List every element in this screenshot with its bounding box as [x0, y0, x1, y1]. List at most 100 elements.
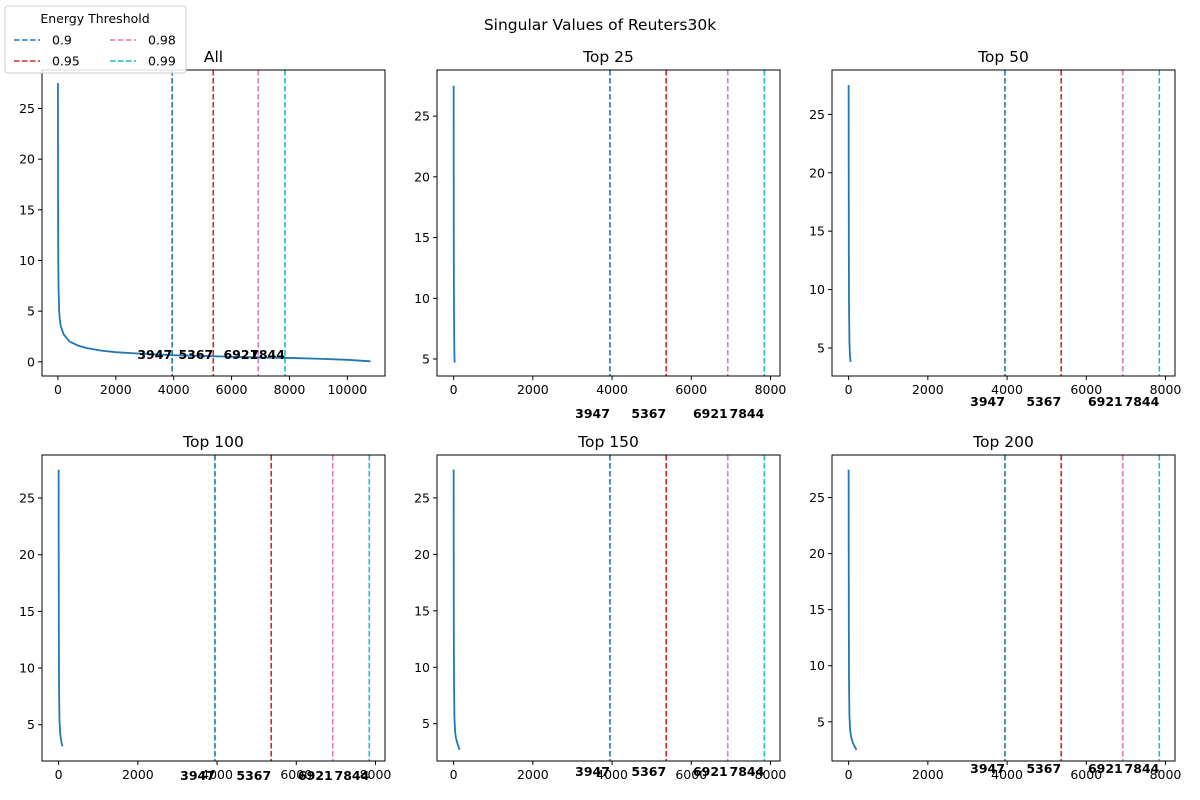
threshold-label: 7844: [1125, 761, 1160, 776]
x-tick-label: 6000: [675, 767, 707, 782]
x-tick-label: 0: [845, 382, 853, 397]
y-tick-label: 5: [817, 714, 825, 729]
legend: Energy Threshold 0.9 0.95 0.98 0.99: [4, 5, 187, 74]
axes-frame: [41, 454, 386, 762]
legend-label: 0.9: [52, 33, 72, 48]
axes-frame: [831, 69, 1176, 377]
y-tick-label: 25: [414, 490, 430, 505]
y-tick-label: 5: [817, 340, 825, 355]
y-tick-label: 20: [19, 152, 35, 167]
singular-value-line: [847, 469, 858, 751]
x-tick-label: 4000: [201, 767, 233, 782]
threshold-label: 6921: [223, 347, 258, 362]
threshold-label: 6921: [693, 406, 728, 421]
singular-value-line: [847, 85, 852, 363]
y-tick-label: 10: [19, 253, 35, 268]
subplot-title: Top 50: [977, 48, 1029, 66]
threshold-label: 6921: [693, 764, 728, 779]
subplot-title: All: [204, 48, 223, 66]
x-tick-label: 4000: [596, 382, 628, 397]
legend-entry: 0.98: [110, 33, 176, 48]
y-tick-label: 10: [809, 282, 825, 297]
threshold-label: 6921: [298, 768, 333, 783]
x-tick-label: 6000: [1070, 767, 1102, 782]
x-tick-label: 2000: [912, 767, 944, 782]
y-tick-label: 25: [19, 101, 35, 116]
y-tick-label: 15: [809, 224, 825, 239]
x-tick-label: 4000: [991, 382, 1023, 397]
subplot-title: Top 25: [582, 48, 634, 66]
y-tick-label: 10: [414, 291, 430, 306]
y-tick-label: 10: [19, 661, 35, 676]
subplot-6: Top 200 3947 5367 6921 7844 0 2000 4000 6000 8000…: [809, 433, 1181, 782]
y-tick-label: 20: [414, 169, 430, 184]
y-tick-label: 15: [19, 604, 35, 619]
y-tick-label: 20: [414, 547, 430, 562]
y-tick-label: 20: [19, 547, 35, 562]
y-tick-label: 15: [19, 202, 35, 217]
y-tick-label: 10: [414, 660, 430, 675]
x-tick-label: 2000: [122, 767, 154, 782]
legend-frame: [4, 5, 187, 74]
x-tick-label: 2000: [517, 382, 549, 397]
threshold-label: 6921: [1088, 761, 1123, 776]
x-tick-label: 8000: [274, 382, 306, 397]
subplot-5: Top 150 3947 5367 6921 7844 0 2000 4000 6000 8000…: [414, 433, 786, 782]
x-tick-label: 2000: [100, 382, 132, 397]
y-tick-label: 20: [809, 546, 825, 561]
y-tick-label: 0: [27, 354, 35, 369]
y-tick-label: 5: [27, 304, 35, 319]
threshold-label: 6921: [1088, 394, 1123, 409]
x-tick-label: 0: [845, 767, 853, 782]
x-tick-label: 6000: [1070, 382, 1102, 397]
threshold-label: 7844: [730, 406, 765, 421]
singular-value-line: [57, 83, 371, 363]
x-tick-label: 6000: [216, 382, 248, 397]
threshold-label: 7844: [335, 768, 370, 783]
axes-frame: [831, 454, 1176, 762]
y-tick-label: 5: [422, 352, 430, 367]
threshold-label: 7844: [730, 764, 765, 779]
legend-label: 0.99: [148, 54, 176, 69]
threshold-label: 7844: [1125, 394, 1160, 409]
x-tick-label: 10000: [327, 382, 367, 397]
subplot-2: Top 25 3947 5367 6921 7844 0 2000 4000 6000 8000 5…: [414, 48, 786, 421]
threshold-label: 5367: [1026, 394, 1061, 409]
subplot-3: Top 50 3947 5367 6921 7844 0 2000 4000 6000 8000 5…: [809, 48, 1181, 409]
x-tick-label: 2000: [912, 382, 944, 397]
threshold-label: 5367: [236, 768, 271, 783]
axes-frame: [41, 69, 386, 377]
y-tick-label: 25: [809, 107, 825, 122]
figure-title: Singular Values of Reuters30k: [484, 16, 716, 34]
legend-label: 0.95: [52, 54, 80, 69]
axes-frame: [436, 69, 781, 377]
x-tick-label: 8000: [755, 382, 787, 397]
legend-entry: 0.9: [14, 33, 72, 48]
y-tick-label: 10: [809, 658, 825, 673]
y-tick-label: 25: [414, 109, 430, 124]
threshold-label: 3947: [575, 764, 610, 779]
y-tick-label: 5: [422, 716, 430, 731]
threshold-label: 3947: [575, 406, 610, 421]
subplot-title: Top 100: [182, 433, 244, 451]
threshold-label: 3947: [137, 347, 172, 362]
threshold-label: 5367: [178, 347, 213, 362]
x-tick-label: 8000: [1150, 382, 1182, 397]
axes-frame: [436, 454, 781, 762]
y-tick-label: 15: [414, 603, 430, 618]
x-tick-label: 2000: [517, 767, 549, 782]
threshold-label: 5367: [631, 764, 666, 779]
x-tick-label: 4000: [596, 767, 628, 782]
x-tick-label: 0: [450, 382, 458, 397]
y-tick-label: 20: [809, 165, 825, 180]
subplot-4: Top 100 3947 5367 6921 7844 0 2000 4000 6000 8000…: [19, 433, 391, 783]
x-tick-label: 0: [55, 767, 63, 782]
x-tick-label: 4000: [158, 382, 190, 397]
x-tick-label: 8000: [1150, 767, 1182, 782]
legend-entry: 0.95: [14, 54, 80, 69]
y-tick-label: 15: [414, 230, 430, 245]
y-tick-label: 25: [809, 490, 825, 505]
x-tick-label: 8000: [360, 767, 392, 782]
